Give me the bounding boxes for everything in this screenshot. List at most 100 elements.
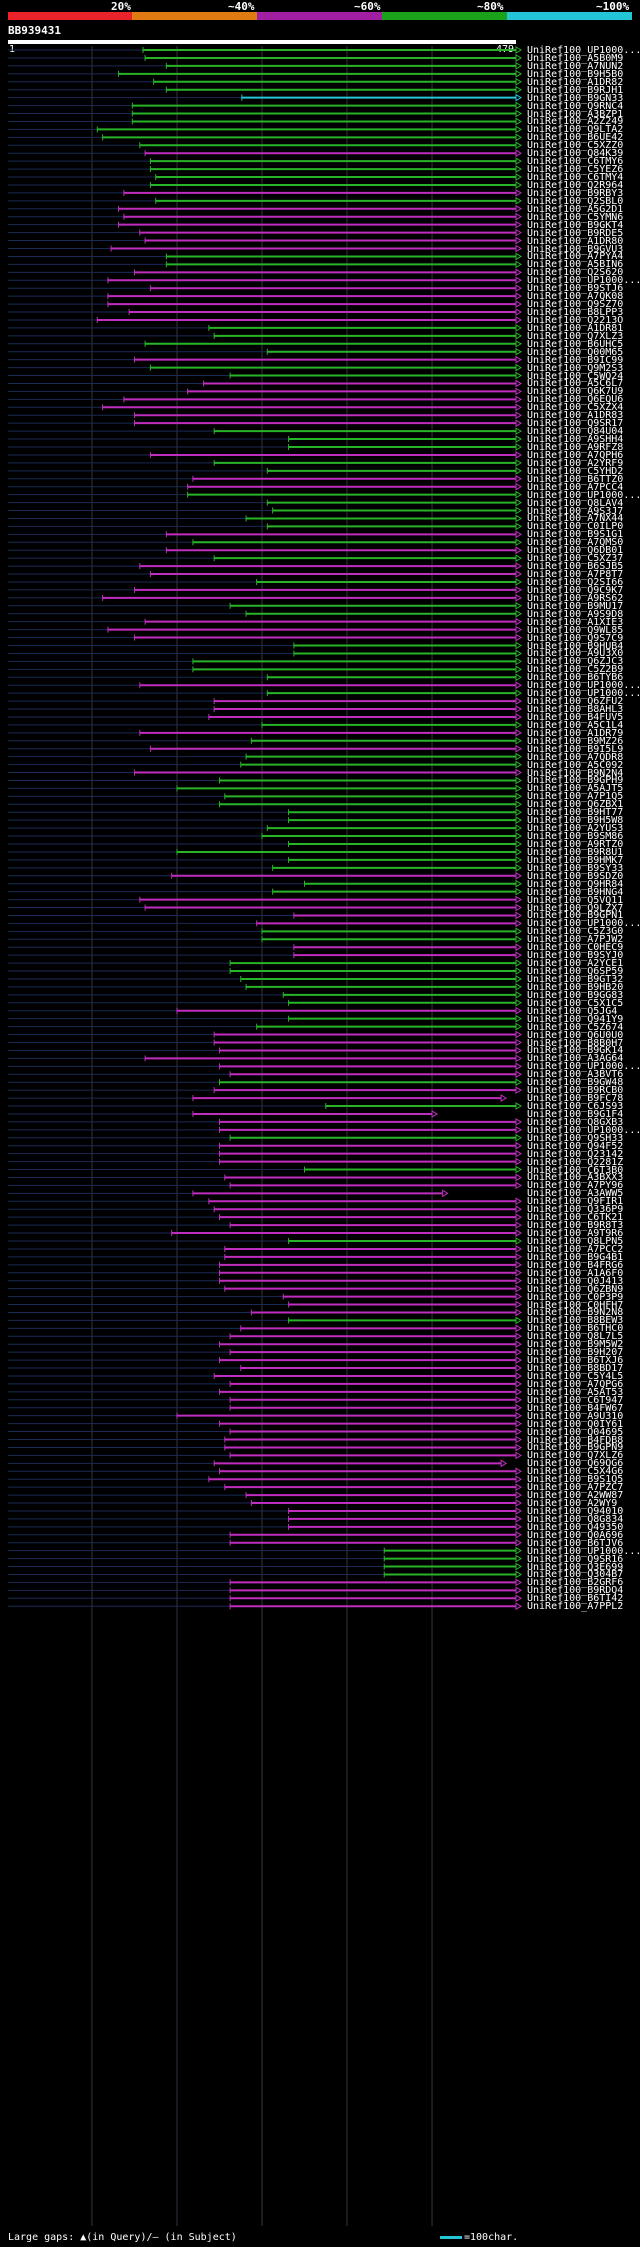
hit-label[interactable]: UniRef100_A7QPG6 xyxy=(527,1378,624,1390)
hit-label[interactable]: UniRef100_C5YEZ6 xyxy=(527,164,624,176)
hit-label[interactable]: UniRef100_C5XZX4 xyxy=(527,402,624,414)
hit-label[interactable]: UniRef100_B6UE42 xyxy=(527,132,624,144)
hit-label[interactable]: UniRef100_B9H207 xyxy=(527,1347,624,1359)
hit-label[interactable]: UniRef100_Q2281Z xyxy=(527,1156,624,1168)
hit-label[interactable]: UniRef100_Q2S620 xyxy=(527,267,624,279)
hit-label[interactable]: UniRef100_A2Z249 xyxy=(527,116,624,128)
hit-label[interactable]: UniRef100_B9FC78 xyxy=(527,1093,624,1105)
hit-label[interactable]: UniRef100_B8B0H7 xyxy=(527,1037,624,1049)
hit-label[interactable]: UniRef100_B4FUV5 xyxy=(527,711,624,723)
hit-label[interactable]: UniRef100_B9MZ26 xyxy=(527,735,624,747)
hit-label[interactable]: UniRef100_C5XZ37 xyxy=(527,553,624,565)
hit-label[interactable]: UniRef100_A1DR82 xyxy=(527,76,624,88)
hit-label[interactable]: UniRef100_B9R8T3 xyxy=(527,1220,624,1232)
hit-label[interactable]: UniRef100_Q23142 xyxy=(527,1148,624,1160)
hit-label[interactable]: UniRef100_B4FW67 xyxy=(527,1402,624,1414)
hit-label[interactable]: UniRef100_UP1000... xyxy=(527,1545,640,1557)
hit-label[interactable]: UniRef100_Q3E699 xyxy=(527,1561,624,1573)
hit-label[interactable]: UniRef100_C5YHD2 xyxy=(527,465,624,477)
hit-label[interactable]: UniRef100_A7QPH6 xyxy=(527,449,624,461)
hit-label[interactable]: UniRef100_B9GT32 xyxy=(527,973,624,985)
hit-label[interactable]: UniRef100_C6JS93 xyxy=(527,1101,624,1113)
hit-label[interactable]: UniRef100_B9N2N8 xyxy=(527,1307,624,1319)
hit-label[interactable]: UniRef100_Q9LTA2 xyxy=(527,124,624,136)
hit-label[interactable]: UniRef100_Q9SR17 xyxy=(527,418,624,430)
hit-label[interactable]: UniRef100_Q84K39 xyxy=(527,148,624,160)
hit-label[interactable]: UniRef100_C6T3B0 xyxy=(527,1164,624,1176)
hit-label[interactable]: UniRef100_Q6EQU6 xyxy=(527,394,624,406)
hit-label[interactable]: UniRef100_A7QK08 xyxy=(527,291,624,303)
hit-label[interactable]: UniRef100_A7PZC7 xyxy=(527,1482,624,1494)
hit-label[interactable]: UniRef100_B9HT77 xyxy=(527,807,624,819)
hit-label[interactable]: UniRef100_A9SHH4 xyxy=(527,434,624,446)
hit-label[interactable]: UniRef100_A9S3J7 xyxy=(527,505,624,517)
hit-label[interactable]: UniRef100_B9GPN1 xyxy=(527,910,624,922)
hit-label[interactable]: UniRef100_A7P8T7 xyxy=(527,569,624,581)
hit-label[interactable]: UniRef100_A7QMS0 xyxy=(527,537,624,549)
hit-label[interactable]: UniRef100_Q5JG4 xyxy=(527,1005,618,1017)
hit-label[interactable]: UniRef100_A9RTZ0 xyxy=(527,839,624,850)
hit-label[interactable]: UniRef100_UP1000... xyxy=(527,688,640,700)
hit-label[interactable]: UniRef100_Q9SZ70 xyxy=(527,299,624,311)
hit-label[interactable]: UniRef100_UP1000... xyxy=(527,1124,640,1136)
hit-label[interactable]: UniRef100_Q8G834 xyxy=(527,1513,624,1525)
hit-label[interactable]: UniRef100_B9N2N4 xyxy=(527,767,624,779)
hit-label[interactable]: UniRef100_Q5VQ11 xyxy=(527,894,624,906)
hit-label[interactable]: UniRef100_B9G4B1 xyxy=(527,1251,624,1263)
hit-label[interactable]: UniRef100_A2WY9 xyxy=(527,1498,618,1510)
hit-label[interactable]: UniRef100_A5AT53 xyxy=(527,1386,624,1398)
hit-label[interactable]: UniRef100_Q6SP59 xyxy=(527,966,624,978)
hit-label[interactable]: UniRef100_Q2213O xyxy=(527,314,624,326)
hit-label[interactable]: UniRef100_B9R8U1 xyxy=(527,846,624,858)
hit-label[interactable]: UniRef100_B9S1Q5 xyxy=(527,1474,624,1486)
hit-label[interactable]: UniRef100_C5Y4L5 xyxy=(527,1370,624,1382)
hit-label[interactable]: UniRef100_Q0IY61 xyxy=(527,1418,624,1430)
hit-label[interactable]: UniRef100_Q00M65 xyxy=(527,346,624,358)
hit-label[interactable]: UniRef100_A1A6F0 xyxy=(527,1267,624,1279)
hit-label[interactable]: UniRef100_C0P3P9 xyxy=(527,1291,624,1303)
hit-label[interactable]: UniRef100_B9GPH9 xyxy=(527,775,624,787)
hit-label[interactable]: UniRef100_B9RBY3 xyxy=(527,187,624,199)
hit-label[interactable]: UniRef100_A1DR80 xyxy=(527,235,624,247)
hit-label[interactable]: UniRef100_Q336P9 xyxy=(527,1204,624,1216)
hit-label[interactable]: UniRef100_Q7XLZ3 xyxy=(527,330,624,342)
hit-label[interactable]: UniRef100_B9GG83 xyxy=(527,989,624,1001)
hit-label[interactable]: UniRef100_Q2SBL0 xyxy=(527,195,624,207)
hit-label[interactable]: UniRef100_B2GRF6 xyxy=(527,1577,624,1589)
hit-label[interactable]: UniRef100_UP1000... xyxy=(527,45,640,56)
hit-label[interactable]: UniRef100_B9GN33 xyxy=(527,92,624,104)
hit-label[interactable]: UniRef100_B6TJV6 xyxy=(527,1537,624,1549)
hit-label[interactable]: UniRef100_C5Z674 xyxy=(527,1021,624,1033)
hit-label[interactable]: UniRef100_B6UHC5 xyxy=(527,338,624,350)
hit-label[interactable]: UniRef100_A7PY96 xyxy=(527,1180,624,1192)
hit-label[interactable]: UniRef100_Q6DB01 xyxy=(527,545,624,557)
hit-label[interactable]: UniRef100_B6TTZ0 xyxy=(527,473,624,485)
hit-label[interactable]: UniRef100_B6SJB5 xyxy=(527,561,624,573)
hit-label[interactable]: UniRef100_Q6ZBX1 xyxy=(527,799,624,811)
hit-label[interactable]: UniRef100_B9MU17 xyxy=(527,600,624,612)
hit-label[interactable]: UniRef100_Q6ZBN9 xyxy=(527,1283,624,1295)
hit-label[interactable]: UniRef100_Q49350 xyxy=(527,1521,624,1533)
hit-label[interactable]: UniRef100_A7PYA4 xyxy=(527,251,624,263)
hit-label[interactable]: UniRef100_A7PJW2 xyxy=(527,934,624,946)
hit-label[interactable]: UniRef100_C0HFH7 xyxy=(527,1299,624,1311)
hit-label[interactable]: UniRef100_Q2R964 xyxy=(527,179,624,191)
hit-label[interactable]: UniRef100_C5X1C5 xyxy=(527,997,624,1009)
hit-label[interactable]: UniRef100_Q94F52 xyxy=(527,1140,624,1152)
hit-label[interactable]: UniRef100_A9U310 xyxy=(527,1410,624,1422)
hit-label[interactable]: UniRef100_A1DR81 xyxy=(527,322,624,334)
hit-label[interactable]: UniRef100_B9GW48 xyxy=(527,1077,624,1089)
hit-label[interactable]: UniRef100_B9SM86 xyxy=(527,831,624,843)
hit-label[interactable]: UniRef100_Q69QG6 xyxy=(527,1458,624,1470)
hit-label[interactable]: UniRef100_C6TK21 xyxy=(527,1212,624,1224)
hit-label[interactable]: UniRef100_B4FDB8 xyxy=(527,1434,624,1446)
hit-label[interactable]: UniRef100_B9RJH1 xyxy=(527,84,624,96)
hit-label[interactable]: UniRef100_Q9C9K7 xyxy=(527,584,624,596)
hit-label[interactable]: UniRef100_Q0J413 xyxy=(527,1275,624,1287)
hit-label[interactable]: UniRef100_B8BEW3 xyxy=(527,1315,624,1327)
hit-label[interactable]: UniRef100_B9SYJ0 xyxy=(527,950,624,962)
hit-label[interactable]: UniRef100_C5X4G6 xyxy=(527,1466,624,1478)
hit-label[interactable]: UniRef100_A7NX44 xyxy=(527,513,624,525)
hit-label[interactable]: UniRef100_Q9FIR1 xyxy=(527,1196,624,1208)
hit-label[interactable]: UniRef100_B9HNG4 xyxy=(527,886,624,898)
